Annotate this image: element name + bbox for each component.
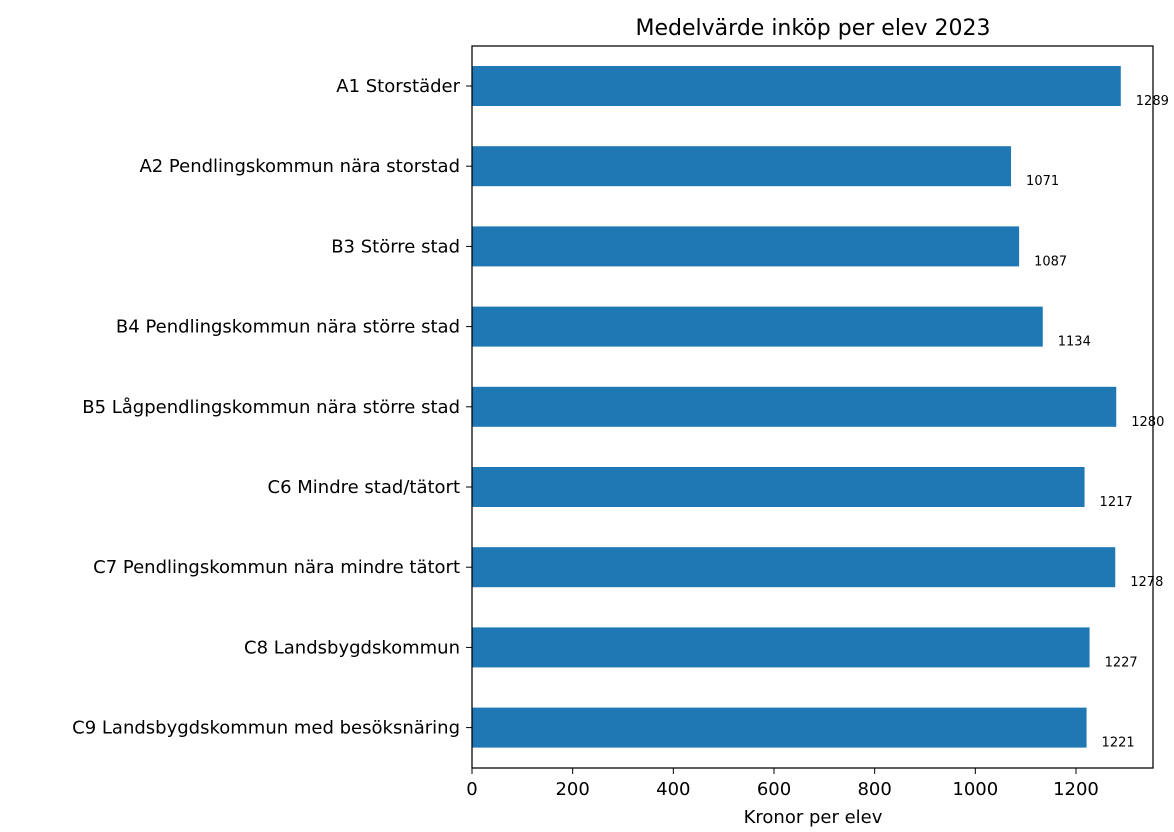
bar-7 <box>472 547 1116 588</box>
value-label-6: 1217 <box>1100 495 1133 510</box>
x-tick-label-200: 200 <box>555 779 589 800</box>
category-label-8: C8 Landsbygdskommun <box>244 637 460 658</box>
category-label-4: B4 Pendlingskommun nära större stad <box>116 317 460 338</box>
plot-frame <box>471 45 1154 769</box>
x-tick-label-400: 400 <box>656 779 690 800</box>
value-label-2: 1071 <box>1026 174 1059 189</box>
value-label-3: 1087 <box>1034 254 1067 269</box>
bars-group <box>472 66 1121 748</box>
bar-1 <box>472 66 1121 106</box>
value-labels-group: 1289 1071 1087 1134 1280 1217 1278 1227 1221 <box>1026 94 1169 751</box>
value-label-4: 1134 <box>1058 335 1091 350</box>
bar-9 <box>472 707 1087 748</box>
value-label-1: 1289 <box>1136 94 1169 109</box>
category-label-2: A2 Pendlingskommun nära storstad <box>139 156 460 177</box>
chart-title: Medelvärde inköp per elev 2023 <box>636 16 991 41</box>
x-axis-ticks-group: 0 200 400 600 800 1000 1200 <box>466 768 1099 800</box>
bar-8 <box>472 627 1090 668</box>
bar-6 <box>472 467 1085 507</box>
bar-4 <box>472 306 1043 347</box>
category-labels-group: A1 Storstäder A2 Pendlingskommun nära sto… <box>72 76 472 739</box>
x-axis-label: Kronor per elev <box>744 807 883 828</box>
value-label-7: 1278 <box>1130 575 1163 590</box>
category-label-5: B5 Lågpendlingskommun nära större stad <box>82 397 460 418</box>
x-tick-label-0: 0 <box>466 779 477 800</box>
x-tick-label-1000: 1000 <box>952 779 998 800</box>
category-label-1: A1 Storstäder <box>336 76 460 97</box>
value-label-9: 1221 <box>1102 736 1135 751</box>
x-tick-label-600: 600 <box>757 779 791 800</box>
value-label-8: 1227 <box>1105 655 1138 670</box>
bar-2 <box>472 146 1012 187</box>
category-label-7: C7 Pendlingskommun nära mindre tätort <box>93 557 460 578</box>
category-label-9: C9 Landsbygdskommun med besöksnäring <box>72 718 460 739</box>
category-label-6: C6 Mindre stad/tätort <box>268 477 460 498</box>
bar-5 <box>472 386 1117 427</box>
x-tick-label-1200: 1200 <box>1053 779 1099 800</box>
bar-3 <box>472 226 1020 267</box>
category-label-3: B3 Större stad <box>331 236 460 257</box>
value-label-5: 1280 <box>1131 415 1164 430</box>
x-tick-label-800: 800 <box>857 779 891 800</box>
